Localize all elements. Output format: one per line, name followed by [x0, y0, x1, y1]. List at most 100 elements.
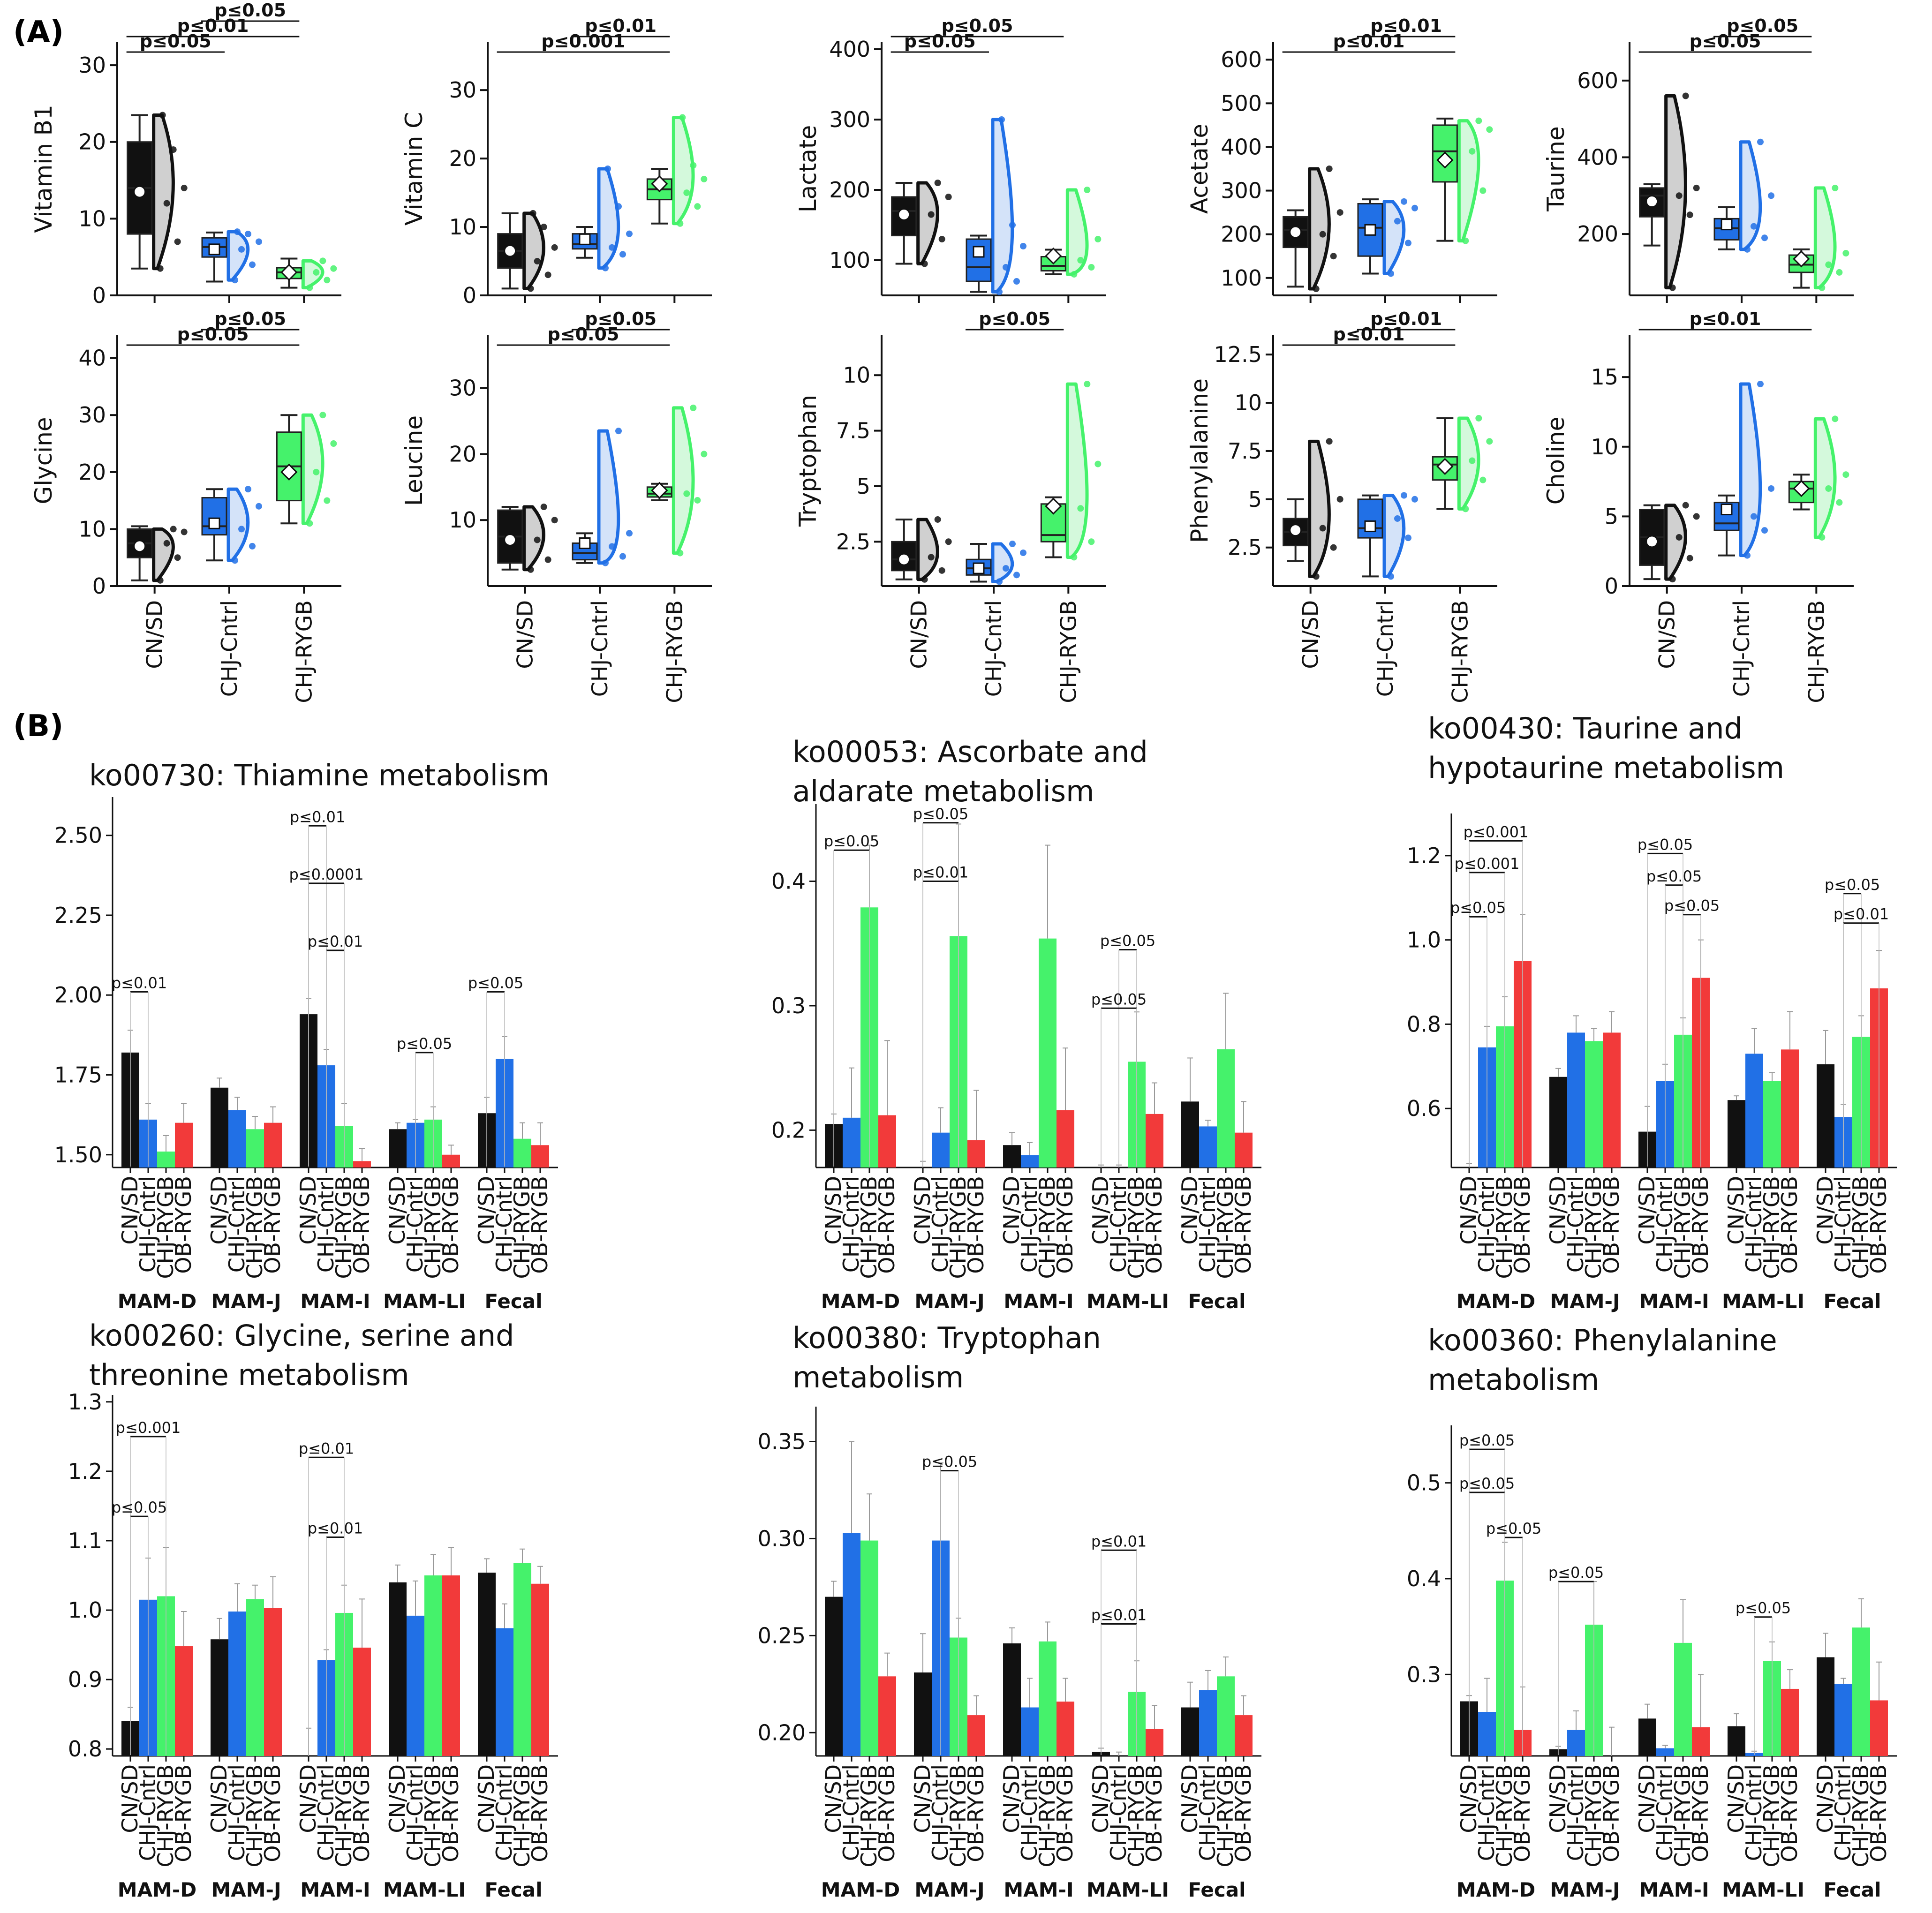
x-tick-label: CHJ-Cntrl [1563, 1764, 1588, 1861]
data-point [694, 203, 701, 210]
mean-marker [280, 463, 298, 481]
x-tick-label: CHJ-Cntrl [1474, 1764, 1499, 1861]
group-label: MAM-J [914, 1878, 984, 1901]
mean-marker [973, 246, 985, 258]
x-tick-label: CN/SD [1812, 1176, 1838, 1245]
significance-label: p≤0.001 [541, 31, 625, 52]
y-tick-label: 40 [78, 346, 106, 371]
x-tick-label: CHJ-RYGB [1848, 1764, 1873, 1868]
y-tick-label: 500 [1221, 90, 1262, 116]
mean-marker [1436, 458, 1454, 475]
significance-label: p≤0.05 [979, 309, 1050, 329]
data-point [245, 486, 251, 493]
x-tick-label: CHJ-RYGB [1447, 600, 1472, 703]
group-label: MAM-J [914, 1290, 984, 1313]
violin-half-0 [1664, 94, 1687, 290]
x-tick-label: CHJ-RYGB [945, 1764, 971, 1868]
x-tick-label: OB-RYGB [1688, 1176, 1713, 1274]
data-point [170, 146, 177, 153]
y-tick-label: 10 [449, 507, 476, 533]
bar-Fecal-2 [1852, 1627, 1870, 1756]
data-point [1077, 257, 1084, 264]
significance-label: p≤0.01 [1091, 1606, 1147, 1624]
data-point [1313, 286, 1320, 293]
bar-Fecal-0 [1817, 1064, 1834, 1167]
x-tick-label: CHJ-Cntrl [1474, 1176, 1499, 1273]
y-tick-label: 7.5 [1228, 438, 1262, 464]
significance-label: p≤0.05 [1091, 990, 1147, 1008]
x-tick-label: OB-RYGB [1141, 1764, 1167, 1862]
data-point [174, 238, 181, 245]
y-tick-label: 400 [829, 37, 870, 62]
significance-label: p≤0.05 [1825, 876, 1880, 894]
bar-MAM-LI-3 [442, 1575, 460, 1756]
mean-marker [1364, 520, 1376, 532]
data-point [1469, 457, 1476, 464]
x-tick-label: CHJ-Cntrl [402, 1764, 428, 1861]
data-point [1751, 223, 1757, 230]
group-label: MAM-J [1550, 1878, 1620, 1901]
mean-marker [1045, 497, 1062, 515]
significance-label: p≤0.05 [824, 832, 879, 850]
data-point [1825, 485, 1832, 492]
bar-MAM-D-3 [175, 1646, 193, 1756]
x-tick-label: CN/SD [385, 1176, 410, 1245]
x-tick-label: CHJ-RYGB [1670, 1764, 1695, 1868]
significance-label: p≤0.05 [942, 15, 1013, 36]
bar-chart-10: ko00730: Thiamine metabolism 1.50 1.75 2.00… [54, 758, 558, 1313]
y-tick-label: 2.5 [1228, 535, 1262, 560]
bar-MAM-J-3 [1603, 1032, 1621, 1167]
y-tick-label: 0 [92, 283, 106, 308]
y-tick-label: 20 [449, 146, 476, 171]
violin-half-1 [226, 487, 250, 562]
significance-label: p≤0.05 [585, 309, 657, 329]
group-label: MAM-D [821, 1290, 900, 1313]
violin-half-0 [916, 181, 939, 265]
data-point [232, 557, 238, 564]
data-point [1094, 460, 1102, 467]
data-point [527, 285, 534, 292]
data-point [1009, 541, 1016, 548]
bar-MAM-J-0 [211, 1639, 228, 1756]
data-point [945, 538, 952, 545]
data-point [1462, 505, 1469, 512]
bar-chart-12: ko00430: Taurine and hypotaurine metaboli… [1407, 711, 1897, 1313]
data-point [256, 238, 262, 245]
significance-label: p≤0.05 [904, 31, 976, 52]
data-point [938, 567, 945, 574]
y-tick-label: 20 [78, 129, 106, 155]
x-tick-label: CHJ-RYGB [291, 600, 317, 703]
bar-Fecal-0 [478, 1573, 496, 1756]
mean-marker [579, 233, 591, 245]
x-tick-label: CHJ-Cntrl [587, 600, 612, 697]
y-tick-label: 0.30 [758, 1526, 806, 1551]
data-point [1084, 381, 1091, 388]
x-tick-label: OB-RYGB [171, 1176, 196, 1274]
data-point [1682, 502, 1689, 509]
x-tick-label: CN/SD [142, 600, 167, 669]
data-point [234, 228, 241, 235]
data-point [1013, 278, 1020, 285]
x-tick-label: CN/SD [906, 600, 932, 669]
mean-marker [1436, 151, 1454, 169]
chart-title: metabolism [792, 1360, 964, 1394]
y-axis-label: Acetate [1186, 124, 1213, 214]
bar-MAM-J-2 [246, 1129, 264, 1167]
y-tick-label: 1.75 [54, 1062, 102, 1088]
data-point [996, 288, 1003, 295]
significance-label: p≤0.01 [177, 15, 249, 36]
bar-chart-14: ko00380: Tryptophan metabolism 0.20 0.25 0.3… [758, 1321, 1261, 1901]
x-tick-label: CN/SD [295, 1176, 321, 1245]
data-point [1336, 209, 1343, 216]
y-tick-label: 0.4 [771, 869, 806, 894]
chart-title: ko00380: Tryptophan [792, 1321, 1101, 1355]
data-point [1388, 270, 1394, 277]
data-point [1313, 573, 1320, 580]
x-tick-label: CHJ-Cntrl [1741, 1764, 1766, 1861]
x-tick-label: CN/SD [1723, 1176, 1749, 1245]
y-tick-label: 0.8 [1407, 1011, 1441, 1037]
y-tick-label: 1.50 [54, 1142, 102, 1167]
